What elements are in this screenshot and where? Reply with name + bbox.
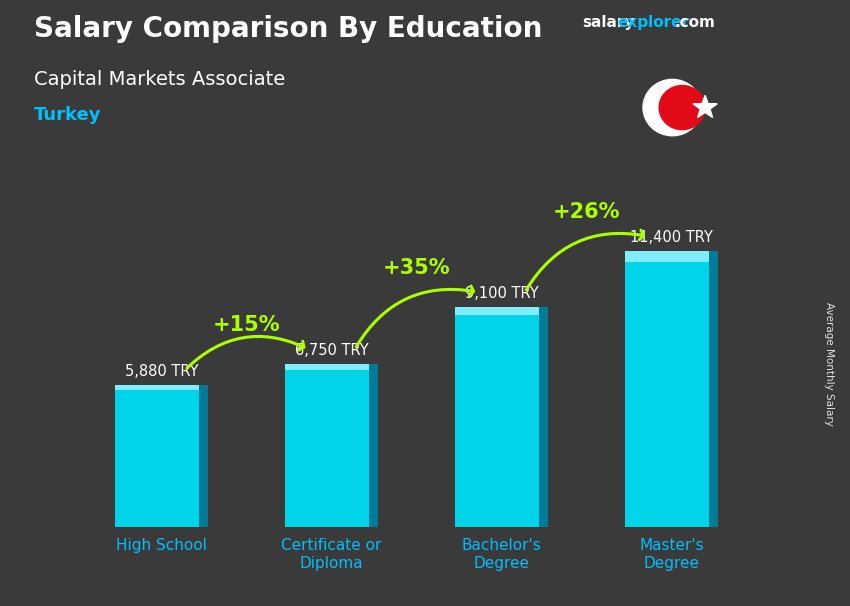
Bar	[285, 364, 378, 370]
Bar	[539, 307, 548, 527]
Text: salary: salary	[582, 15, 635, 30]
Text: Capital Markets Associate: Capital Markets Associate	[34, 70, 286, 88]
Text: 9,100 TRY: 9,100 TRY	[465, 285, 538, 301]
Text: Average Monthly Salary: Average Monthly Salary	[824, 302, 834, 425]
Bar	[709, 251, 718, 527]
Text: +15%: +15%	[212, 315, 280, 335]
Text: Salary Comparison By Education: Salary Comparison By Education	[34, 15, 542, 43]
Text: Turkey: Turkey	[34, 106, 101, 124]
Bar	[625, 251, 718, 527]
Bar	[199, 385, 208, 527]
Text: +26%: +26%	[552, 202, 620, 222]
Circle shape	[643, 79, 702, 136]
Bar	[115, 385, 208, 390]
Bar	[625, 251, 718, 262]
Bar	[115, 385, 208, 527]
Text: +35%: +35%	[382, 258, 450, 278]
Text: .com: .com	[674, 15, 715, 30]
Bar	[455, 307, 548, 316]
Bar	[285, 364, 378, 527]
Text: explorer: explorer	[617, 15, 689, 30]
Text: 5,880 TRY: 5,880 TRY	[125, 364, 198, 379]
Polygon shape	[693, 95, 717, 118]
Circle shape	[659, 85, 706, 130]
Text: 6,750 TRY: 6,750 TRY	[295, 342, 368, 358]
Bar	[455, 307, 548, 527]
Bar	[369, 364, 378, 527]
Text: 11,400 TRY: 11,400 TRY	[630, 230, 713, 245]
